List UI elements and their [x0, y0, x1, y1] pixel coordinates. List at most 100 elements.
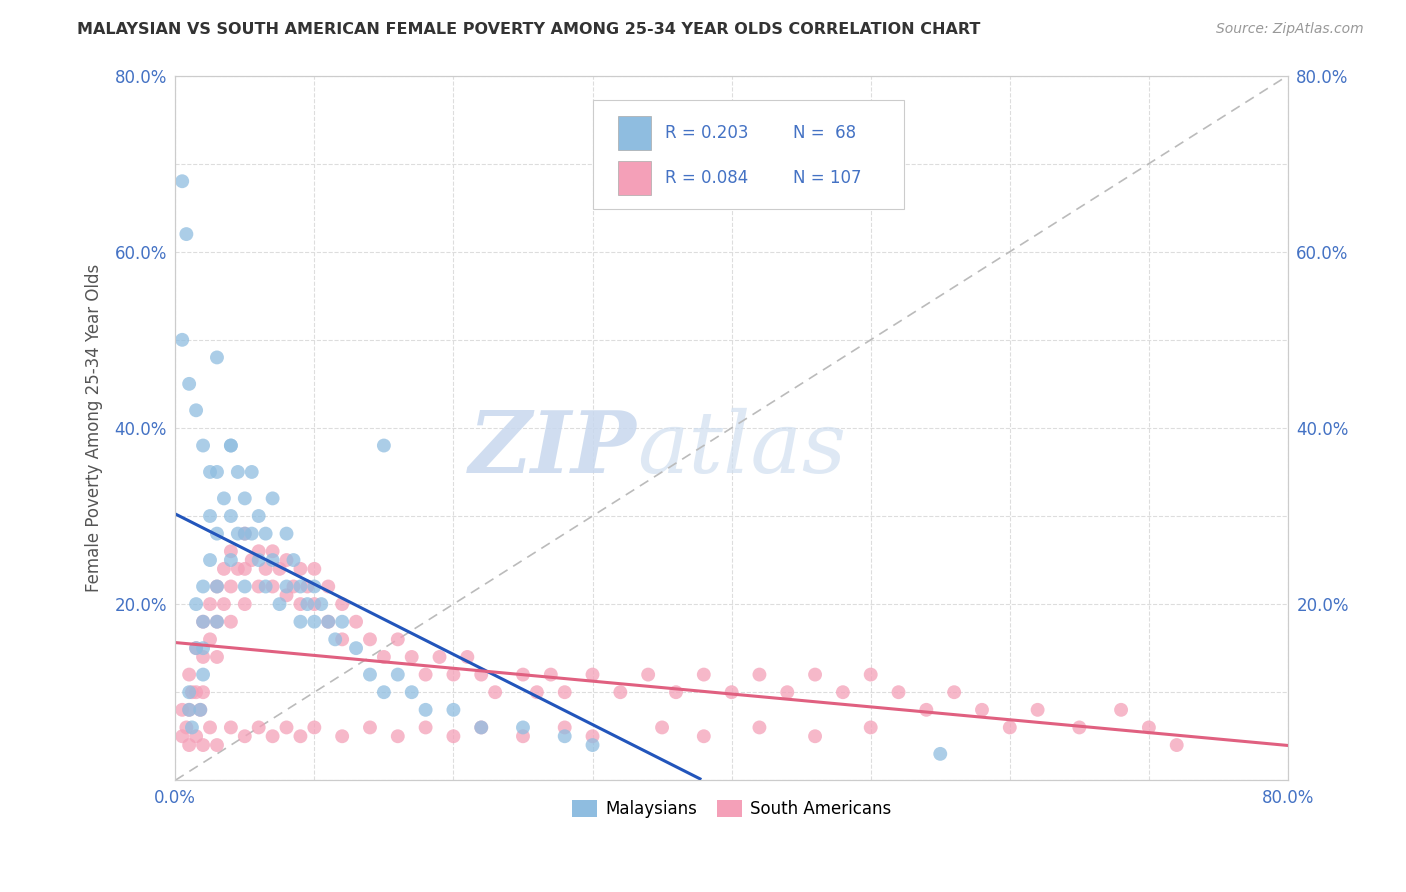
Point	[262, 553, 284, 567]
Point	[484, 685, 506, 699]
Point	[304, 615, 326, 629]
Point	[311, 597, 333, 611]
Point	[219, 508, 242, 523]
Point	[262, 491, 284, 506]
Point	[609, 685, 631, 699]
Text: N =  68: N = 68	[793, 124, 856, 143]
Point	[205, 351, 228, 365]
Point	[526, 685, 548, 699]
Point	[254, 562, 277, 576]
Point	[262, 729, 284, 743]
Point	[316, 579, 339, 593]
Point	[226, 526, 249, 541]
Point	[198, 597, 221, 611]
Point	[915, 703, 938, 717]
Point	[373, 685, 395, 699]
Point	[415, 721, 437, 735]
Point	[283, 553, 305, 567]
Point	[276, 579, 298, 593]
Point	[415, 667, 437, 681]
Point	[191, 615, 214, 629]
Point	[290, 729, 312, 743]
Point	[1137, 721, 1160, 735]
Point	[233, 597, 256, 611]
Point	[198, 465, 221, 479]
Point	[804, 729, 827, 743]
Point	[316, 615, 339, 629]
Point	[470, 721, 492, 735]
Point	[387, 729, 409, 743]
Point	[205, 526, 228, 541]
Point	[748, 721, 770, 735]
Point	[512, 721, 534, 735]
Point	[269, 562, 291, 576]
Point	[226, 562, 249, 576]
Point	[212, 597, 235, 611]
Point	[172, 703, 194, 717]
Point	[581, 729, 603, 743]
Point	[179, 376, 201, 391]
Point	[554, 685, 576, 699]
Point	[344, 615, 367, 629]
Point	[859, 721, 882, 735]
Point	[247, 508, 270, 523]
Point	[198, 721, 221, 735]
Point	[219, 438, 242, 452]
Point	[191, 667, 214, 681]
Point	[831, 685, 853, 699]
Text: R = 0.084: R = 0.084	[665, 169, 748, 186]
Point	[247, 544, 270, 558]
Point	[176, 721, 198, 735]
Point	[212, 491, 235, 506]
Point	[290, 615, 312, 629]
Point	[470, 667, 492, 681]
Point	[247, 579, 270, 593]
Point	[415, 703, 437, 717]
Point	[191, 615, 214, 629]
Point	[470, 721, 492, 735]
Point	[748, 667, 770, 681]
Point	[373, 650, 395, 665]
Point	[205, 650, 228, 665]
Point	[184, 641, 207, 656]
Point	[540, 667, 562, 681]
Point	[330, 632, 353, 647]
Text: MALAYSIAN VS SOUTH AMERICAN FEMALE POVERTY AMONG 25-34 YEAR OLDS CORRELATION CHA: MALAYSIAN VS SOUTH AMERICAN FEMALE POVER…	[77, 22, 981, 37]
Point	[283, 579, 305, 593]
Point	[191, 579, 214, 593]
Point	[247, 721, 270, 735]
Point	[290, 579, 312, 593]
Point	[233, 491, 256, 506]
Text: atlas: atlas	[637, 408, 846, 491]
Point	[304, 721, 326, 735]
Point	[441, 667, 464, 681]
Point	[359, 667, 381, 681]
Point	[184, 597, 207, 611]
Point	[512, 667, 534, 681]
Point	[720, 685, 742, 699]
Point	[219, 438, 242, 452]
Point	[205, 465, 228, 479]
Point	[359, 721, 381, 735]
Point	[387, 632, 409, 647]
Point	[219, 721, 242, 735]
Point	[212, 562, 235, 576]
Point	[512, 729, 534, 743]
Point	[233, 579, 256, 593]
Point	[172, 174, 194, 188]
Point	[373, 438, 395, 452]
Point	[205, 579, 228, 593]
Point	[181, 685, 204, 699]
Point	[665, 685, 688, 699]
Point	[233, 562, 256, 576]
Point	[184, 403, 207, 417]
Point	[776, 685, 799, 699]
Point	[179, 667, 201, 681]
Point	[188, 703, 211, 717]
Point	[1069, 721, 1091, 735]
Point	[179, 703, 201, 717]
Point	[226, 465, 249, 479]
Point	[276, 553, 298, 567]
Text: N = 107: N = 107	[793, 169, 862, 186]
Point	[998, 721, 1021, 735]
